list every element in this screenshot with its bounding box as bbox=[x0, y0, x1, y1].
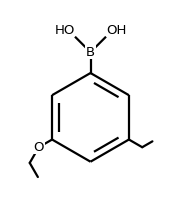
Text: O: O bbox=[33, 141, 44, 154]
Text: HO: HO bbox=[54, 24, 75, 37]
Text: B: B bbox=[86, 46, 95, 59]
Text: OH: OH bbox=[106, 24, 127, 37]
